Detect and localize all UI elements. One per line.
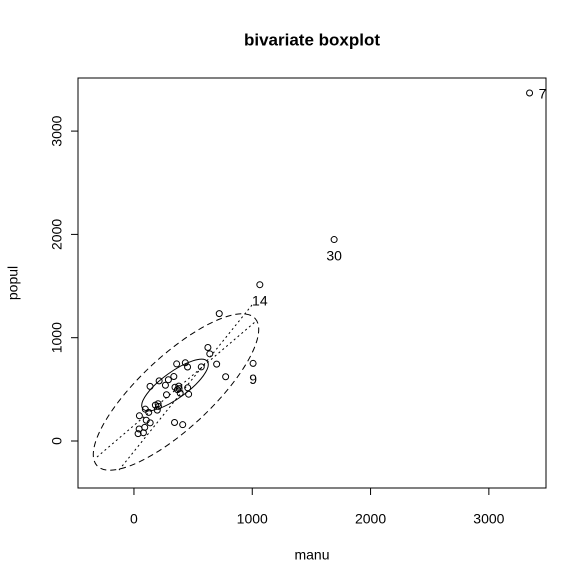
x-tick-label: 0 bbox=[130, 511, 138, 527]
y-axis-label: popul bbox=[5, 266, 21, 300]
point bbox=[155, 377, 163, 385]
point-label: 14 bbox=[252, 292, 268, 308]
point bbox=[164, 376, 172, 384]
point bbox=[181, 359, 189, 367]
y-tick-label: 3000 bbox=[49, 115, 65, 146]
point-label: 9 bbox=[249, 371, 257, 387]
point bbox=[179, 421, 187, 429]
x-axis-label: manu bbox=[294, 547, 329, 563]
chart-title: bivariate boxplot bbox=[244, 30, 380, 49]
point bbox=[145, 408, 153, 416]
point bbox=[204, 344, 212, 352]
point bbox=[146, 419, 154, 427]
point bbox=[184, 363, 192, 371]
y-tick-label: 2000 bbox=[49, 219, 65, 250]
point bbox=[153, 406, 161, 414]
point bbox=[161, 381, 169, 389]
point bbox=[185, 390, 193, 398]
point bbox=[215, 310, 223, 318]
point bbox=[184, 384, 192, 392]
regression-line bbox=[118, 304, 253, 471]
point-label: 30 bbox=[326, 247, 342, 263]
point bbox=[197, 363, 205, 371]
point bbox=[173, 360, 181, 368]
point bbox=[222, 373, 230, 381]
point bbox=[146, 382, 154, 390]
point bbox=[175, 385, 183, 393]
point bbox=[213, 360, 221, 368]
point bbox=[176, 389, 184, 397]
point bbox=[249, 359, 257, 367]
point bbox=[206, 350, 214, 358]
point bbox=[154, 402, 162, 410]
point bbox=[135, 412, 143, 420]
point bbox=[134, 430, 142, 438]
point bbox=[171, 419, 179, 427]
x-tick-label: 3000 bbox=[473, 511, 504, 527]
point bbox=[139, 429, 147, 437]
point bbox=[526, 89, 534, 97]
x-tick-label: 1000 bbox=[237, 511, 268, 527]
point-label: 7 bbox=[539, 86, 547, 102]
outer-fence bbox=[92, 313, 260, 471]
plot-frame bbox=[77, 77, 547, 489]
point bbox=[330, 236, 338, 244]
point bbox=[162, 391, 170, 399]
y-tick-label: 0 bbox=[49, 437, 65, 445]
point bbox=[256, 281, 264, 289]
point bbox=[175, 382, 183, 390]
x-tick-label: 2000 bbox=[355, 511, 386, 527]
y-tick-label: 1000 bbox=[49, 322, 65, 353]
point bbox=[170, 373, 178, 381]
point bbox=[171, 383, 179, 391]
